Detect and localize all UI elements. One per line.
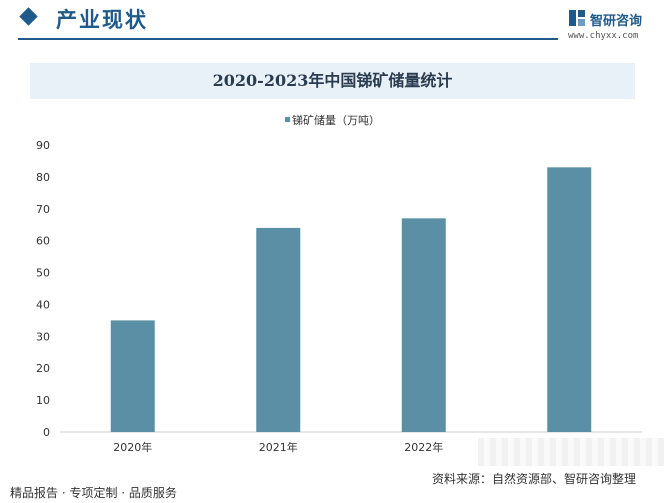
header: 产业现状 智研咨询 www.chyxx.com (0, 0, 666, 46)
legend-label: 锑矿储量（万吨） (292, 113, 380, 127)
y-tick-label: 0 (43, 426, 50, 439)
bar (401, 218, 446, 432)
bar (256, 227, 301, 432)
section-title: 产业现状 (56, 8, 148, 32)
brand-logo-icon (569, 10, 585, 26)
footer-source: 资料来源：自然资源部、智研咨询整理 (432, 472, 637, 486)
y-tick-label: 80 (36, 171, 50, 184)
header-divider (18, 38, 558, 40)
chart-title: 2020-2023年中国锑矿储量统计 (212, 71, 453, 90)
x-tick-label: 2022年 (404, 440, 443, 454)
bar (110, 320, 155, 432)
y-tick-label: 40 (36, 298, 50, 311)
brand-url: www.chyxx.com (568, 31, 639, 41)
y-tick-label: 70 (36, 203, 50, 216)
footer-tagline: 精品报告 · 专项定制 · 品质服务 (10, 486, 177, 500)
y-tick-label: 30 (36, 330, 50, 343)
brand: 智研咨询 www.chyxx.com (568, 9, 664, 43)
bar-chart: 锑矿储量（万吨） 0 10 20 30 40 50 60 70 80 90 2020年 2021年 202… (36, 113, 642, 454)
bar (547, 167, 592, 433)
x-tick-label: 2021年 (259, 440, 298, 454)
brand-name: 智研咨询 (590, 14, 643, 29)
section-marker-icon (19, 7, 38, 26)
legend-swatch (285, 117, 290, 122)
y-tick-label: 10 (36, 394, 50, 407)
y-tick-label: 90 (36, 139, 50, 152)
y-tick-label: 60 (36, 235, 50, 248)
footer-decoration (478, 438, 664, 466)
y-tick-label: 50 (36, 267, 50, 280)
x-tick-label: 2020年 (113, 440, 152, 454)
chart-title-banner: 2020-2023年中国锑矿储量统计 (30, 63, 635, 99)
y-tick-label: 20 (36, 362, 50, 375)
